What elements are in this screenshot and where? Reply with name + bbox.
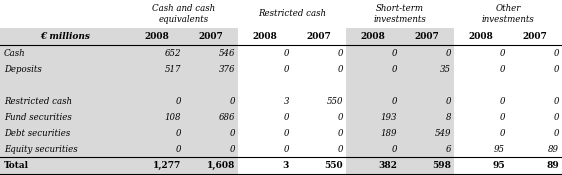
Text: 2008: 2008 xyxy=(469,32,493,41)
Text: 0: 0 xyxy=(500,48,505,58)
Text: 382: 382 xyxy=(378,161,397,170)
Text: 189: 189 xyxy=(380,128,397,138)
Text: 0: 0 xyxy=(175,96,181,106)
Bar xyxy=(0,28,130,175)
Text: 0: 0 xyxy=(229,96,235,106)
Text: 0: 0 xyxy=(229,128,235,138)
Text: 546: 546 xyxy=(219,48,235,58)
Text: € millions: € millions xyxy=(40,32,90,41)
Text: 0: 0 xyxy=(554,48,559,58)
Text: 0: 0 xyxy=(338,128,343,138)
Text: 0: 0 xyxy=(283,48,289,58)
Bar xyxy=(292,28,346,175)
Text: Equity securities: Equity securities xyxy=(4,145,78,153)
Text: 0: 0 xyxy=(392,145,397,153)
Text: 517: 517 xyxy=(165,65,181,74)
Text: 550: 550 xyxy=(324,161,343,170)
Text: 1,608: 1,608 xyxy=(207,161,235,170)
Text: 0: 0 xyxy=(175,128,181,138)
Text: 0: 0 xyxy=(175,145,181,153)
Text: 89: 89 xyxy=(546,161,559,170)
Text: 0: 0 xyxy=(392,65,397,74)
Bar xyxy=(454,28,508,175)
Text: Cash and cash
equivalents: Cash and cash equivalents xyxy=(152,4,216,24)
Text: Restricted cash: Restricted cash xyxy=(258,9,326,19)
Text: 0: 0 xyxy=(338,65,343,74)
Text: Restricted cash: Restricted cash xyxy=(4,96,72,106)
Text: 2008: 2008 xyxy=(361,32,386,41)
Text: 2007: 2007 xyxy=(415,32,439,41)
Bar xyxy=(184,28,238,175)
Text: 0: 0 xyxy=(229,145,235,153)
Text: 0: 0 xyxy=(500,113,505,121)
Text: 376: 376 xyxy=(219,65,235,74)
Text: 0: 0 xyxy=(283,128,289,138)
Text: 0: 0 xyxy=(500,128,505,138)
Text: 0: 0 xyxy=(392,96,397,106)
Text: 0: 0 xyxy=(554,113,559,121)
Text: 35: 35 xyxy=(440,65,451,74)
Text: 686: 686 xyxy=(219,113,235,121)
Text: 3: 3 xyxy=(283,96,289,106)
Text: 95: 95 xyxy=(492,161,505,170)
Text: Cash: Cash xyxy=(4,48,26,58)
Text: 6: 6 xyxy=(446,145,451,153)
Text: 108: 108 xyxy=(165,113,181,121)
Text: 598: 598 xyxy=(432,161,451,170)
Text: 0: 0 xyxy=(554,96,559,106)
Text: 193: 193 xyxy=(380,113,397,121)
Text: 0: 0 xyxy=(283,65,289,74)
Text: 2008: 2008 xyxy=(252,32,278,41)
Text: 652: 652 xyxy=(165,48,181,58)
Text: 0: 0 xyxy=(500,96,505,106)
Text: 550: 550 xyxy=(327,96,343,106)
Text: 0: 0 xyxy=(554,128,559,138)
Text: 0: 0 xyxy=(446,96,451,106)
Text: Total: Total xyxy=(4,161,29,170)
Text: 0: 0 xyxy=(392,48,397,58)
Text: 2008: 2008 xyxy=(144,32,169,41)
Text: 549: 549 xyxy=(434,128,451,138)
Text: 0: 0 xyxy=(500,65,505,74)
Text: 0: 0 xyxy=(283,145,289,153)
Bar xyxy=(238,28,292,175)
Text: 8: 8 xyxy=(446,113,451,121)
Text: 0: 0 xyxy=(338,48,343,58)
Text: 0: 0 xyxy=(446,48,451,58)
Bar xyxy=(346,28,400,175)
Text: 0: 0 xyxy=(554,65,559,74)
Text: 2007: 2007 xyxy=(523,32,547,41)
Text: 3: 3 xyxy=(283,161,289,170)
Text: 1,277: 1,277 xyxy=(153,161,181,170)
Text: 0: 0 xyxy=(338,113,343,121)
Text: Fund securities: Fund securities xyxy=(4,113,72,121)
Text: 2007: 2007 xyxy=(307,32,332,41)
Text: Other
investments: Other investments xyxy=(482,4,534,24)
Text: 2007: 2007 xyxy=(198,32,223,41)
Bar xyxy=(0,28,562,45)
Text: 89: 89 xyxy=(548,145,559,153)
Text: 0: 0 xyxy=(283,113,289,121)
Bar xyxy=(508,28,562,175)
Text: Deposits: Deposits xyxy=(4,65,42,74)
Text: Short-term
investments: Short-term investments xyxy=(374,4,427,24)
Bar xyxy=(400,28,454,175)
Text: Debt securities: Debt securities xyxy=(4,128,70,138)
Text: 95: 95 xyxy=(494,145,505,153)
Bar xyxy=(130,28,184,175)
Text: 0: 0 xyxy=(338,145,343,153)
